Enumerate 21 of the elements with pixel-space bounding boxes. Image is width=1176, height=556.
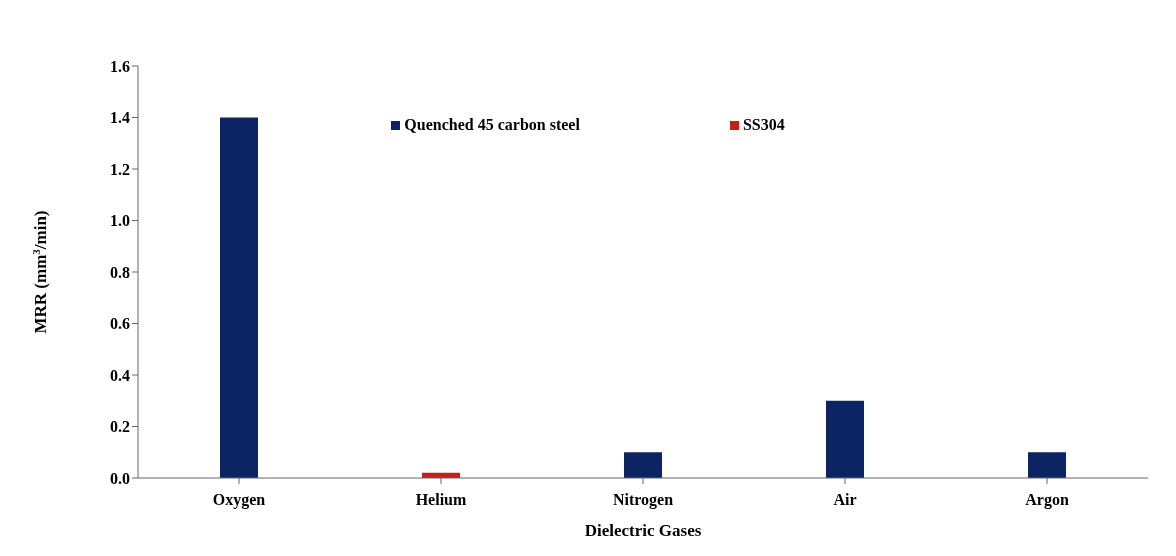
bar [826, 400, 864, 478]
y-tick-label: 0.0 [110, 469, 130, 487]
y-tick-label: 0.2 [110, 418, 130, 436]
x-tick-label: Helium [415, 491, 467, 509]
bar [624, 452, 662, 478]
x-tick-label: Nitrogen [612, 491, 674, 510]
y-tick-label: 0.8 [110, 263, 130, 281]
legend-label: SS304 [741, 116, 785, 134]
x-tick-label: Oxygen [212, 491, 266, 510]
bar [220, 117, 258, 478]
y-tick-label: 0.6 [110, 315, 130, 333]
x-axis-title: Dielectric Gases [584, 521, 702, 540]
y-tick-label: 1.6 [110, 57, 130, 75]
y-tick-label: 1.4 [110, 109, 130, 127]
bar [1028, 452, 1066, 478]
y-tick-label: 0.4 [110, 366, 130, 384]
y-tick-label: 1.0 [110, 212, 130, 230]
x-tick-label: Argon [1025, 491, 1069, 510]
y-tick-label: 1.2 [110, 160, 130, 178]
x-tick-label: Air [833, 491, 857, 509]
legend-label: Quenched 45 carbon steel [403, 116, 580, 134]
